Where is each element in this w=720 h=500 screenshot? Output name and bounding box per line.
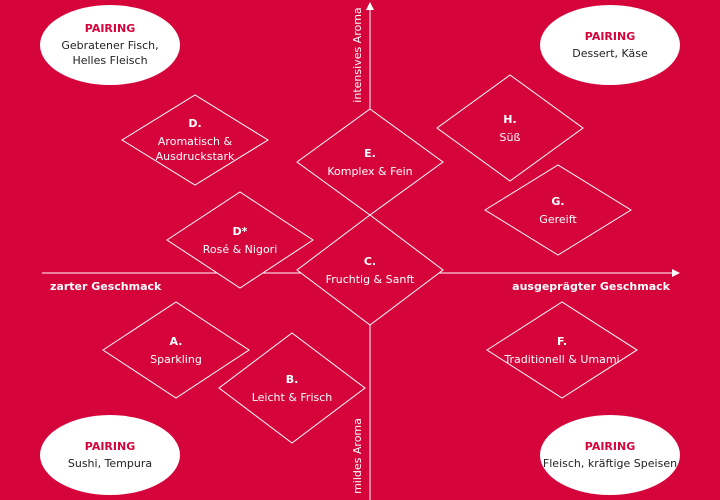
pairing-bubble [540,5,680,85]
node-letter: G. [551,195,564,208]
diamond [436,74,584,182]
axis-label: intensives Aroma [351,7,364,102]
node-letter: D. [188,117,201,130]
diamond [166,191,314,289]
node-letter: B. [286,373,299,386]
diamond [296,214,444,326]
pairing-text: Helles Fleisch [72,54,147,67]
pairing-title: PAIRING [85,22,135,35]
node-letter: F. [557,335,567,348]
arrow [366,2,374,10]
node-label: Rosé & Nigori [203,243,278,256]
pairing-text: Fleisch, kräftige Speisen [543,457,677,470]
diamond [218,332,366,444]
node-label: Aromatisch & [158,135,233,148]
diamond [121,94,269,186]
node-label: Komplex & Fein [327,165,412,178]
node-label: Sparkling [150,353,202,366]
node-letter: C. [364,255,376,268]
node-label: Ausdruckstark [156,150,235,163]
node-label: Süß [500,131,521,144]
axis-label: zarter Geschmack [50,280,162,293]
axis-label: ausgeprägter Geschmack [512,280,670,293]
pairing-title: PAIRING [585,440,635,453]
pairing-bubble [540,415,680,495]
node-letter: E. [364,147,376,160]
diamond [484,164,632,256]
axis-label: mildes Aroma [351,418,364,494]
pairing-title: PAIRING [85,440,135,453]
node-label: Traditionell & Umami [503,353,619,366]
diamond [102,301,250,399]
node-letter: H. [503,113,516,126]
pairing-text: Dessert, Käse [572,47,648,60]
node-letter: A. [170,335,183,348]
arrow [672,269,680,277]
pairing-text: Gebratener Fisch, [61,39,158,52]
pairing-bubble [40,5,180,85]
node-label: Leicht & Frisch [252,391,333,404]
pairing-text: Sushi, Tempura [68,457,152,470]
diamond [486,301,638,399]
node-letter: D* [233,225,248,238]
node-label: Fruchtig & Sanft [326,273,415,286]
diamond [296,108,444,216]
pairing-title: PAIRING [585,30,635,43]
node-label: Gereift [539,213,577,226]
pairing-bubble [40,415,180,495]
